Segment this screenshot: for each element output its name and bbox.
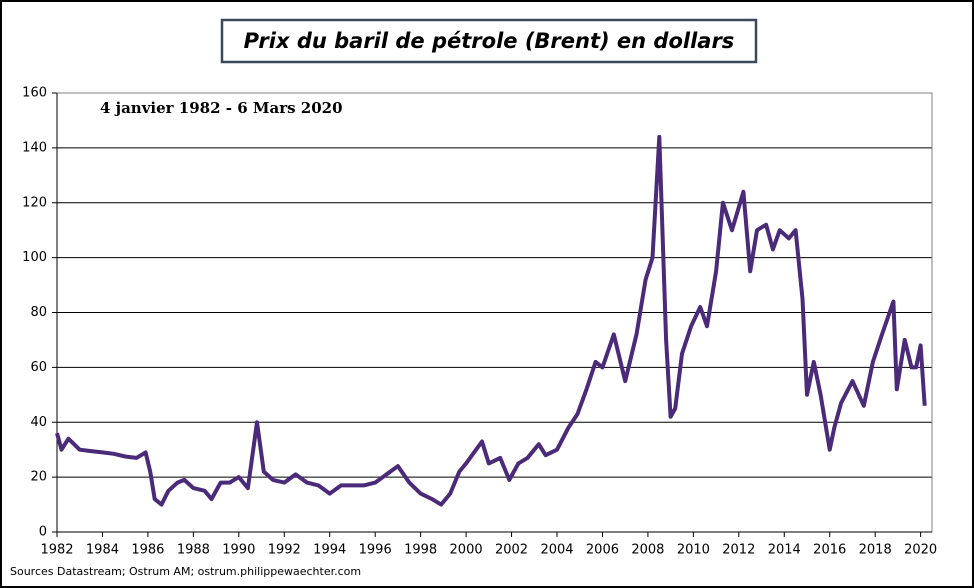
x-tick-label: 2014 (768, 543, 801, 558)
title-box (220, 18, 758, 64)
y-tick-label: 20 (30, 470, 47, 485)
x-tick-label: 2002 (495, 543, 528, 558)
x-tick-label: 2008 (631, 543, 664, 558)
subtitle: 4 janvier 1982 - 6 Mars 2020 (100, 99, 343, 117)
x-tick-label: 2020 (904, 543, 937, 558)
y-tick-label: 120 (22, 195, 47, 210)
y-tick-label: 40 (30, 415, 47, 430)
x-tick-label: 2012 (722, 543, 755, 558)
y-tick-label: 140 (22, 140, 47, 155)
y-tick-label: 80 (30, 305, 47, 320)
x-tick-label: 1984 (86, 543, 119, 558)
x-tick-label: 1994 (313, 543, 346, 558)
x-tick-label: 2016 (813, 543, 846, 558)
x-tick-label: 1988 (177, 543, 210, 558)
x-tick-label: 1990 (222, 543, 255, 558)
x-tick-label: 1996 (359, 543, 392, 558)
x-tick-label: 2004 (540, 543, 573, 558)
x-tick-label: 1982 (40, 543, 73, 558)
y-tick-label: 0 (39, 525, 47, 540)
y-tick-label: 160 (22, 86, 47, 101)
x-tick-label: 1998 (404, 543, 437, 558)
x-tick-label: 2010 (677, 543, 710, 558)
y-tick-label: 60 (30, 360, 47, 375)
x-tick-label: 2006 (586, 543, 619, 558)
x-tick-label: 1992 (268, 543, 301, 558)
x-tick-label: 2018 (859, 543, 892, 558)
price-line (55, 134, 927, 507)
x-tick-label: 2000 (450, 543, 483, 558)
chart-title: Prix du baril de pétrole (Brent) en doll… (244, 29, 735, 53)
y-tick-label: 100 (22, 250, 47, 265)
source-note: Sources Datastream; Ostrum AM; ostrum.ph… (10, 565, 361, 578)
x-tick-label: 1986 (131, 543, 164, 558)
